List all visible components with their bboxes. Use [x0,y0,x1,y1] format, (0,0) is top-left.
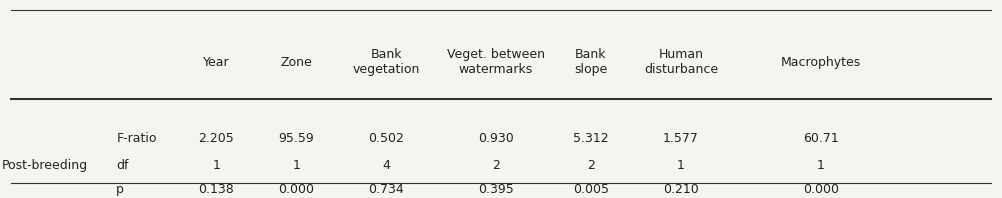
Text: 5.312: 5.312 [573,132,609,145]
Text: F-ratio: F-ratio [116,132,156,145]
Text: df: df [116,159,129,171]
Text: Bank
slope: Bank slope [574,48,607,76]
Text: Macrophytes: Macrophytes [781,56,861,69]
Text: 0.000: 0.000 [279,183,315,196]
Text: 1: 1 [293,159,300,171]
Text: Bank
vegetation: Bank vegetation [353,48,420,76]
Text: 95.59: 95.59 [279,132,314,145]
Text: 0.395: 0.395 [478,183,514,196]
Text: 0.734: 0.734 [368,183,404,196]
Text: 4: 4 [382,159,390,171]
Text: p: p [116,183,124,196]
Text: Post-breeding: Post-breeding [1,159,87,171]
Text: 2.205: 2.205 [198,132,234,145]
Text: 0.138: 0.138 [198,183,234,196]
Text: 0.000: 0.000 [803,183,839,196]
Text: Zone: Zone [281,56,312,69]
Text: 0.930: 0.930 [478,132,514,145]
Text: 1: 1 [677,159,684,171]
Text: Human
disturbance: Human disturbance [644,48,717,76]
Text: 1: 1 [212,159,220,171]
Text: 60.71: 60.71 [803,132,839,145]
Text: 1.577: 1.577 [663,132,698,145]
Text: Veget. between
watermarks: Veget. between watermarks [447,48,545,76]
Text: 0.005: 0.005 [573,183,609,196]
Text: 0.502: 0.502 [368,132,404,145]
Text: 2: 2 [492,159,500,171]
Text: 0.210: 0.210 [663,183,698,196]
Text: 2: 2 [587,159,595,171]
Text: 1: 1 [817,159,825,171]
Text: Year: Year [203,56,229,69]
